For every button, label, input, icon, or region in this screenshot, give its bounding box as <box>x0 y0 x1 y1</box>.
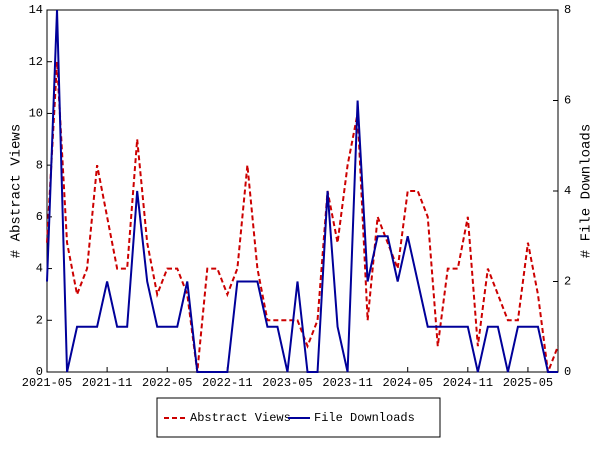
x-tick-label: 2025-05 <box>503 376 553 390</box>
x-tick-label: 2024-05 <box>382 376 432 390</box>
y-tick-label: 4 <box>36 262 43 276</box>
x-tick-label: 2023-05 <box>262 376 312 390</box>
y-tick-label: 6 <box>36 210 43 224</box>
y-tick-label: 8 <box>36 158 43 172</box>
x-tick-label: 2024-11 <box>443 376 493 390</box>
x-tick-label: 2022-05 <box>142 376 192 390</box>
y2-tick-label: 8 <box>564 3 571 17</box>
legend-label: Abstract Views <box>190 411 291 425</box>
x-tick-label: 2023-11 <box>322 376 372 390</box>
x-tick-label: 2021-11 <box>82 376 132 390</box>
y-axis-label: # Abstract Views <box>9 124 25 258</box>
y-tick-label: 10 <box>29 107 43 121</box>
series-line <box>46 61 559 373</box>
y2-axis-label: # File Downloads <box>579 124 595 258</box>
x-tick-label: 2021-05 <box>22 376 72 390</box>
y2-tick-label: 4 <box>564 184 571 198</box>
x-tick-label: 2022-11 <box>202 376 252 390</box>
y-tick-label: 0 <box>36 365 43 379</box>
legend-label: File Downloads <box>314 411 415 425</box>
y2-tick-label: 6 <box>564 94 571 108</box>
legend <box>156 397 441 438</box>
y2-tick-label: 2 <box>564 275 571 289</box>
y2-tick-label: 0 <box>564 365 571 379</box>
y-tick-label: 12 <box>29 55 43 69</box>
y-tick-label: 14 <box>29 3 43 17</box>
series-line <box>46 9 558 373</box>
y-tick-label: 2 <box>36 313 43 327</box>
